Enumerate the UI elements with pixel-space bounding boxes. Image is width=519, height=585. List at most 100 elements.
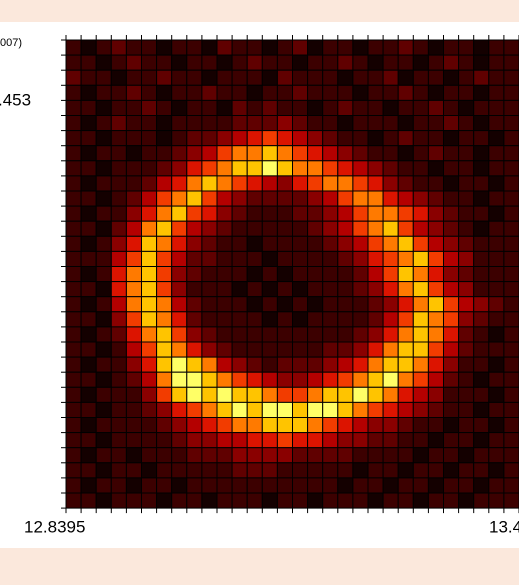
- cell: [504, 70, 519, 85]
- cell: [383, 236, 398, 251]
- cell: [157, 161, 172, 176]
- cell: [217, 191, 232, 206]
- cell: [111, 282, 126, 297]
- cell: [308, 418, 323, 433]
- cell: [459, 418, 474, 433]
- cell: [504, 433, 519, 448]
- cell: [262, 100, 277, 115]
- cell: [247, 176, 262, 191]
- cell: [293, 236, 308, 251]
- cell: [413, 176, 428, 191]
- cell: [96, 176, 111, 191]
- cell: [202, 418, 217, 433]
- cell: [338, 206, 353, 221]
- cell: [111, 402, 126, 417]
- cell: [217, 70, 232, 85]
- cell: [202, 55, 217, 70]
- cell: [232, 267, 247, 282]
- cell: [353, 402, 368, 417]
- cell: [474, 161, 489, 176]
- cell: [142, 282, 157, 297]
- cell: [489, 206, 504, 221]
- cell: [368, 342, 383, 357]
- cell: [172, 100, 187, 115]
- cell: [187, 251, 202, 266]
- cell: [217, 161, 232, 176]
- cell: [247, 85, 262, 100]
- cell: [157, 131, 172, 146]
- cell: [262, 493, 277, 508]
- cell: [398, 372, 413, 387]
- cell: [338, 116, 353, 131]
- cell: [383, 312, 398, 327]
- cell: [142, 131, 157, 146]
- cell: [262, 55, 277, 70]
- cell: [142, 387, 157, 402]
- cell: [172, 357, 187, 372]
- cell: [172, 191, 187, 206]
- cell: [157, 357, 172, 372]
- cell: [338, 161, 353, 176]
- cell: [428, 161, 443, 176]
- cell: [277, 267, 292, 282]
- cell: [202, 357, 217, 372]
- cell: [96, 85, 111, 100]
- cell: [187, 493, 202, 508]
- cell: [338, 100, 353, 115]
- cell: [262, 161, 277, 176]
- cell: [232, 372, 247, 387]
- cell: [157, 176, 172, 191]
- cell: [262, 40, 277, 55]
- cell: [202, 312, 217, 327]
- cell: [323, 131, 338, 146]
- cell: [172, 176, 187, 191]
- cell: [293, 312, 308, 327]
- cell: [247, 357, 262, 372]
- cell: [81, 176, 96, 191]
- cell: [81, 146, 96, 161]
- cell: [66, 236, 81, 251]
- cell: [489, 387, 504, 402]
- cell: [217, 236, 232, 251]
- cell: [247, 418, 262, 433]
- cell: [368, 221, 383, 236]
- cell: [232, 161, 247, 176]
- cell: [277, 327, 292, 342]
- cell: [217, 357, 232, 372]
- cell: [142, 357, 157, 372]
- cell: [323, 267, 338, 282]
- cell: [308, 100, 323, 115]
- cell: [338, 433, 353, 448]
- cell: [66, 116, 81, 131]
- cell: [157, 433, 172, 448]
- cell: [308, 85, 323, 100]
- cell: [277, 100, 292, 115]
- cell: [398, 357, 413, 372]
- cell: [308, 387, 323, 402]
- cell: [217, 282, 232, 297]
- cell: [187, 161, 202, 176]
- cell: [368, 478, 383, 493]
- cell: [187, 100, 202, 115]
- cell: [368, 40, 383, 55]
- cell: [308, 342, 323, 357]
- cell: [217, 463, 232, 478]
- cell: [96, 282, 111, 297]
- cell: [368, 116, 383, 131]
- cell: [293, 267, 308, 282]
- cell: [308, 493, 323, 508]
- cell: [187, 402, 202, 417]
- cell: [398, 116, 413, 131]
- cell: [474, 176, 489, 191]
- cell: [368, 251, 383, 266]
- cell: [187, 312, 202, 327]
- cell: [202, 131, 217, 146]
- cell: [428, 297, 443, 312]
- cell: [247, 493, 262, 508]
- cell: [111, 387, 126, 402]
- cell: [338, 191, 353, 206]
- cell: [293, 40, 308, 55]
- cell: [444, 55, 459, 70]
- cell: [81, 267, 96, 282]
- cell: [308, 70, 323, 85]
